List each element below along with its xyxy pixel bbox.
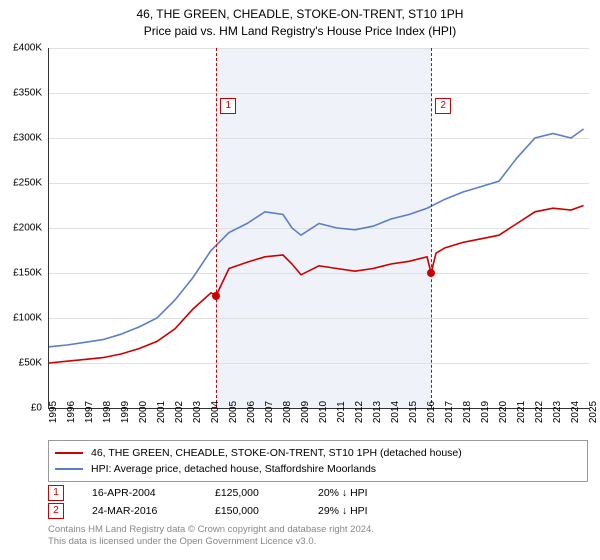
x-tick-label: 2007: [264, 401, 275, 423]
x-tick-label: 2015: [408, 401, 419, 423]
series-hpi: [49, 129, 584, 347]
event-marker-label: 1: [220, 98, 236, 114]
x-tick-label: 2016: [426, 401, 437, 423]
line-series-svg: [49, 48, 589, 408]
x-tick-label: 2008: [282, 401, 293, 423]
y-tick-label: £150K: [0, 268, 42, 279]
chart-area: 12 £0£50K£100K£150K£200K£250K£300K£350K£…: [48, 48, 588, 408]
legend-swatch: [55, 468, 83, 470]
x-tick-label: 1996: [66, 401, 77, 423]
event-data-point: [427, 269, 435, 277]
legend-box: 46, THE GREEN, CHEADLE, STOKE-ON-TRENT, …: [48, 440, 588, 482]
x-tick-label: 2024: [570, 401, 581, 423]
x-tick-label: 1998: [102, 401, 113, 423]
x-tick-label: 2023: [552, 401, 563, 423]
chart-container: 46, THE GREEN, CHEADLE, STOKE-ON-TRENT, …: [0, 0, 600, 560]
x-tick-label: 2009: [300, 401, 311, 423]
footer-line-2: This data is licensed under the Open Gov…: [48, 536, 588, 548]
event-line: [216, 48, 217, 408]
sale-price: £125,000: [215, 487, 290, 499]
sale-pct: 20% ↓ HPI: [318, 487, 408, 499]
sale-date: 24-MAR-2016: [92, 505, 187, 517]
x-tick-label: 1999: [120, 401, 131, 423]
title-line-1: 46, THE GREEN, CHEADLE, STOKE-ON-TRENT, …: [0, 6, 600, 23]
x-tick-label: 2025: [588, 401, 599, 423]
x-tick-label: 2011: [336, 401, 347, 423]
x-tick-label: 2018: [462, 401, 473, 423]
sale-pct: 29% ↓ HPI: [318, 505, 408, 517]
x-tick-label: 2012: [354, 401, 365, 423]
legend-swatch: [55, 452, 83, 454]
event-line: [431, 48, 432, 408]
y-tick-label: £100K: [0, 313, 42, 324]
plot-region: 12: [48, 48, 589, 409]
y-tick-label: £0: [0, 403, 42, 414]
x-tick-label: 2013: [372, 401, 383, 423]
x-tick-label: 2017: [444, 401, 455, 423]
legend-item-hpi: HPI: Average price, detached house, Staf…: [55, 461, 581, 477]
x-tick-label: 2020: [498, 401, 509, 423]
legend-label: 46, THE GREEN, CHEADLE, STOKE-ON-TRENT, …: [91, 447, 462, 459]
x-tick-label: 2003: [192, 401, 203, 423]
x-tick-label: 2010: [318, 401, 329, 423]
footer-text: Contains HM Land Registry data © Crown c…: [48, 524, 588, 549]
legend-label: HPI: Average price, detached house, Staf…: [91, 463, 376, 475]
x-tick-label: 2006: [246, 401, 257, 423]
x-tick-label: 2014: [390, 401, 401, 423]
footer-line-1: Contains HM Land Registry data © Crown c…: [48, 524, 588, 536]
sale-marker-2: 2: [48, 503, 64, 519]
x-tick-label: 1997: [84, 401, 95, 423]
x-tick-label: 2021: [516, 401, 527, 423]
series-property: [49, 206, 584, 364]
sale-row-2: 2 24-MAR-2016 £150,000 29% ↓ HPI: [48, 502, 588, 520]
y-tick-label: £200K: [0, 223, 42, 234]
x-tick-label: 2001: [156, 401, 167, 423]
x-tick-label: 2005: [228, 401, 239, 423]
legend-item-property: 46, THE GREEN, CHEADLE, STOKE-ON-TRENT, …: [55, 445, 581, 461]
x-tick-label: 2019: [480, 401, 491, 423]
x-tick-label: 2000: [138, 401, 149, 423]
y-tick-label: £350K: [0, 88, 42, 99]
y-tick-label: £50K: [0, 358, 42, 369]
title-line-2: Price paid vs. HM Land Registry's House …: [0, 23, 600, 40]
x-tick-label: 2004: [210, 401, 221, 423]
y-tick-label: £250K: [0, 178, 42, 189]
sale-price: £150,000: [215, 505, 290, 517]
x-tick-label: 2022: [534, 401, 545, 423]
title-block: 46, THE GREEN, CHEADLE, STOKE-ON-TRENT, …: [0, 0, 600, 40]
event-data-point: [212, 292, 220, 300]
sale-marker-1: 1: [48, 485, 64, 501]
y-tick-label: £300K: [0, 133, 42, 144]
sale-row-1: 1 16-APR-2004 £125,000 20% ↓ HPI: [48, 484, 588, 502]
sales-table: 1 16-APR-2004 £125,000 20% ↓ HPI 2 24-MA…: [48, 484, 588, 520]
sale-date: 16-APR-2004: [92, 487, 187, 499]
y-tick-label: £400K: [0, 43, 42, 54]
x-tick-label: 2002: [174, 401, 185, 423]
event-marker-label: 2: [435, 98, 451, 114]
x-tick-label: 1995: [48, 401, 59, 423]
